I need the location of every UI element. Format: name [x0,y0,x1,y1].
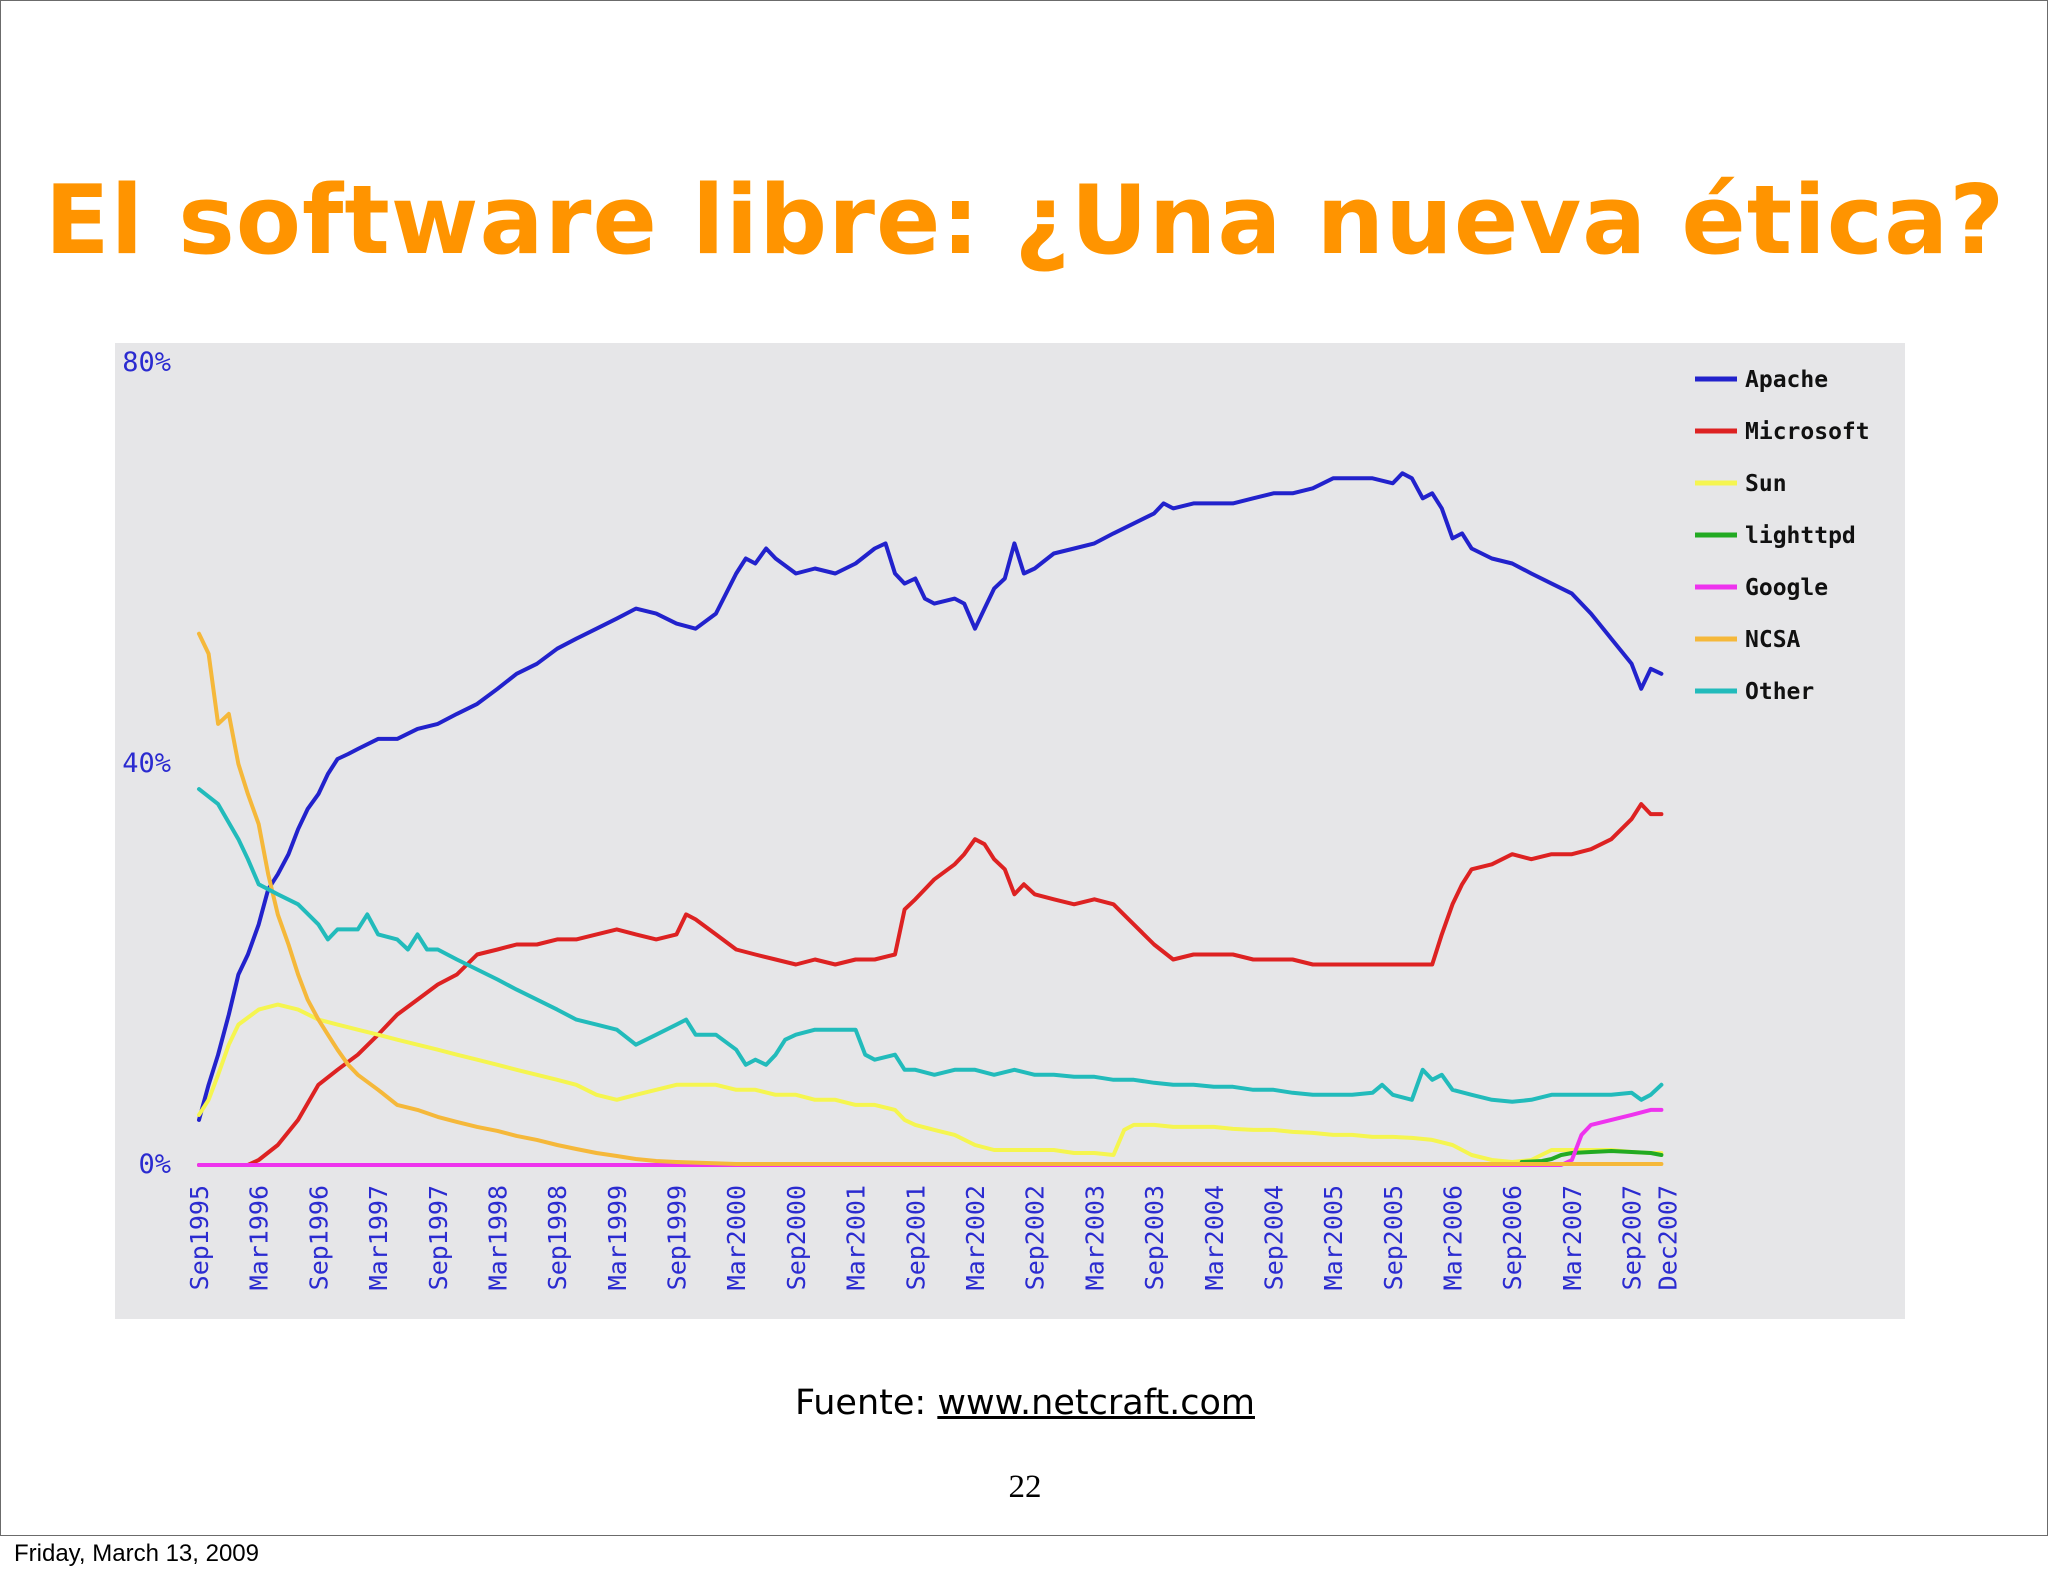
x-tick-label: Mar2006 [1439,1185,1468,1290]
x-tick-label: Mar2005 [1319,1185,1348,1290]
x-tick-label: Sep1999 [663,1185,692,1290]
series-line-apache [197,471,1664,1122]
x-tick-label: Mar1996 [245,1185,274,1290]
y-tick-label: 0% [138,1149,171,1180]
y-tick-label: 80% [122,347,171,378]
x-tick-label: Sep2005 [1379,1185,1408,1290]
x-tick-label: Sep1997 [424,1185,453,1290]
x-tick-label: Sep1995 [185,1185,214,1290]
x-tick-label: Mar2001 [842,1185,871,1290]
x-tick-label: Mar1997 [364,1185,393,1290]
series-line-microsoft [197,802,1664,1167]
series-line-ncsa [197,631,1664,1166]
x-tick-label: Mar1999 [603,1185,632,1290]
source-label: Fuente: [795,1383,927,1423]
series-line-sun [197,1002,1664,1164]
slide: El software libre: ¿Una nueva ética? 80%… [0,0,2048,1536]
source-link[interactable]: www.netcraft.com [937,1383,1255,1423]
x-tick-label: Mar2003 [1080,1185,1109,1290]
legend-label-lighttpd: lighttpd [1745,523,1856,549]
footer-date: Friday, March 13, 2009 [14,1540,260,1567]
y-tick-label: 40% [122,748,171,779]
x-tick-label: Sep2001 [901,1185,930,1290]
legend-label-microsoft: Microsoft [1745,419,1870,445]
legend-label-sun: Sun [1745,471,1787,497]
x-tick-label: Mar2004 [1200,1185,1229,1290]
x-tick-label: Sep1998 [543,1185,572,1290]
market-share-chart: 80% 40% 0% Sep1995 Mar1996 Sep1996 Mar1997 Sep… [115,343,1905,1319]
legend-label-ncsa: NCSA [1745,627,1801,653]
x-tick-label: Mar2007 [1558,1185,1587,1290]
x-tick-label: Sep1996 [304,1185,333,1290]
x-tick-label: Sep2002 [1021,1185,1050,1290]
x-tick-label: Sep2000 [782,1185,811,1290]
legend-label-google: Google [1745,575,1828,601]
x-tick-label: Sep2007 [1618,1185,1647,1290]
x-tick-label: Mar2000 [722,1185,751,1290]
source-citation: Fuente: www.netcraft.com [1,1383,2048,1423]
series-line-other [197,787,1664,1104]
x-tick-label: Mar2002 [961,1185,990,1290]
x-tick-label: Sep2004 [1260,1185,1289,1290]
x-tick-label: Sep2006 [1498,1185,1527,1290]
slide-title: El software libre: ¿Una nueva ética? [44,166,2006,276]
x-tick-label: Dec2007 [1653,1185,1682,1290]
series-line-lighttpd [1519,1149,1664,1164]
x-tick-label: Sep2003 [1140,1185,1169,1290]
legend-label-apache: Apache [1745,367,1828,393]
chart-background [115,343,1905,1319]
legend-label-other: Other [1745,679,1814,705]
x-tick-label: Mar1998 [484,1185,513,1290]
page-number: 22 [1008,1469,1042,1505]
chart-container: 80% 40% 0% Sep1995 Mar1996 Sep1996 Mar1997 Sep… [115,343,1905,1319]
